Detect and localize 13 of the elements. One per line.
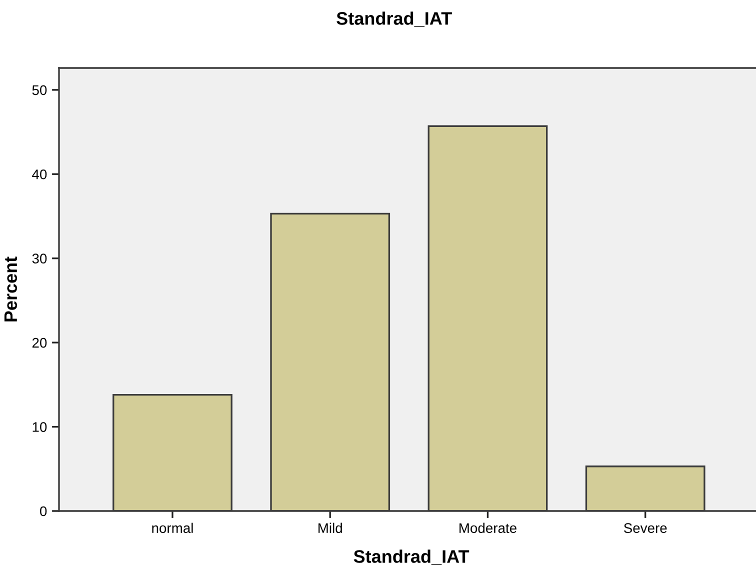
chart-title: Standrad_IAT [336, 12, 452, 27]
x-tick-label: Severe [624, 523, 667, 534]
y-tick-label: 10 [32, 422, 47, 432]
y-tick-label: 20 [32, 338, 47, 348]
x-axis-title: Standrad_IAT [354, 550, 470, 565]
y-tick-label: 30 [32, 254, 47, 264]
x-tick-label: normal [152, 522, 193, 534]
x-tick-label: Moderate [460, 522, 516, 534]
y-tick-label: 0 [40, 506, 47, 516]
y-axis-title: Percent [4, 256, 18, 322]
y-tick-label: 40 [32, 169, 47, 180]
x-tick-label: Mild [318, 522, 342, 534]
y-tick-label: 50 [32, 85, 47, 96]
